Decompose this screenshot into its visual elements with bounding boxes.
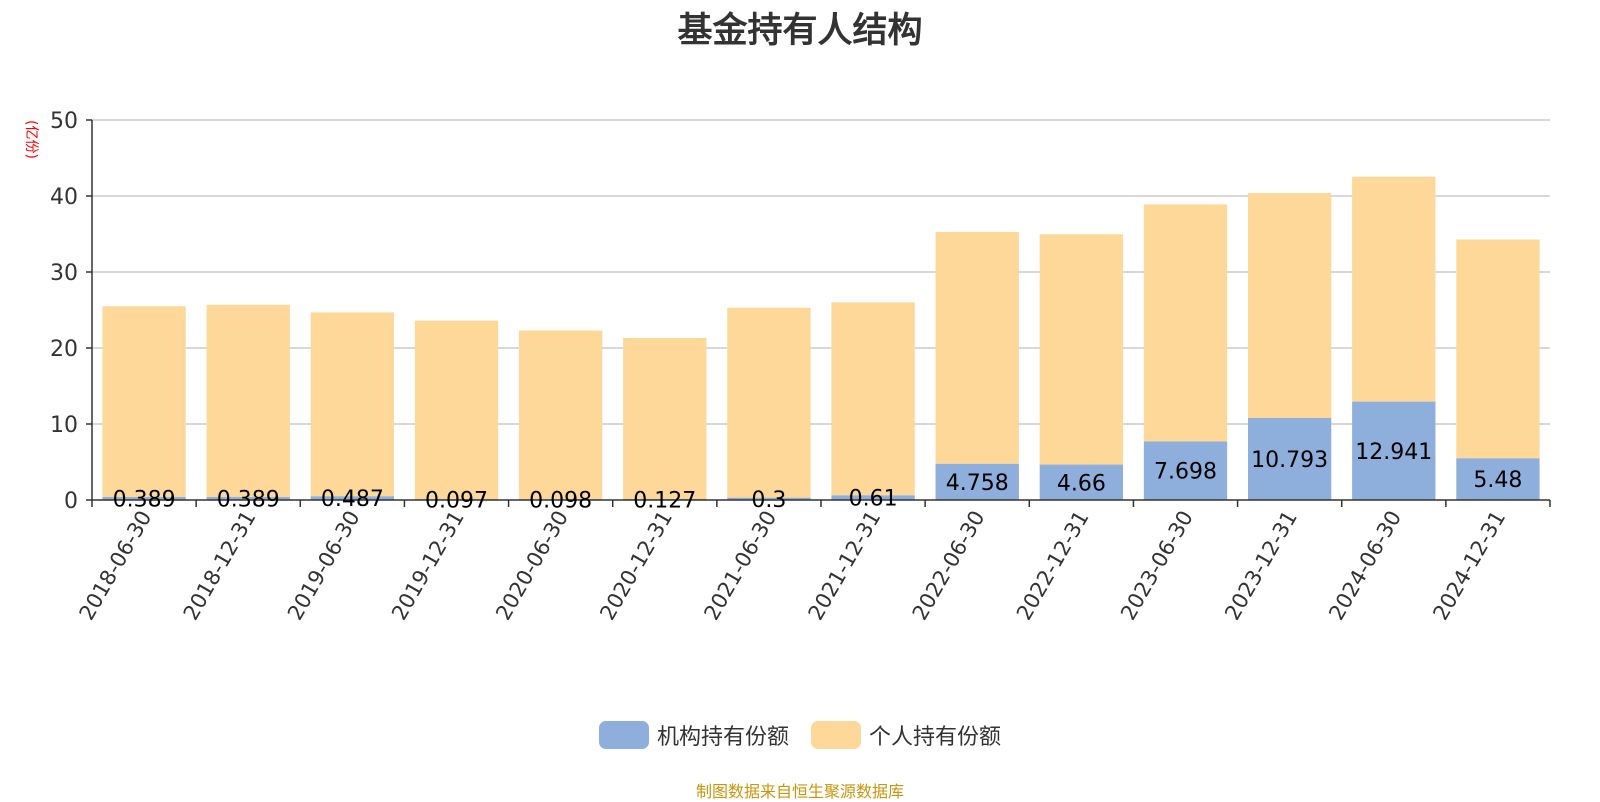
bar-institutional-2022-12-31 [1039, 464, 1124, 500]
bar-institutional-2018-12-31 [206, 497, 290, 500]
legend-swatch-institutional [598, 721, 649, 749]
y-tick-label-2: 20 [50, 337, 78, 362]
y-tick-label-5: 50 [50, 109, 78, 134]
data-label-institutional-2021-12-31: 0.61 [849, 487, 898, 512]
x-tick-label-2023-12-31: 2023-12-31 [1220, 507, 1302, 625]
x-tick-label-2024-06-30: 2024-06-30 [1324, 507, 1406, 625]
data-label-institutional-2024-12-31: 5.48 [1473, 468, 1522, 493]
data-label-institutional-2024-06-30: 12.941 [1355, 440, 1432, 465]
y-tick-label-0: 0 [64, 489, 78, 514]
bar-individual-2018-06-30 [102, 306, 186, 498]
bar-individual-2022-12-31 [1039, 234, 1124, 465]
data-label-institutional-2018-06-30: 0.389 [113, 488, 176, 513]
bar-individual-2023-12-31 [1247, 193, 1332, 418]
x-tick-label-2018-06-30: 2018-06-30 [75, 507, 157, 625]
bar-individual-2024-06-30 [1352, 176, 1436, 402]
bar-institutional-2019-06-30 [310, 496, 395, 500]
legend-swatch-individual [811, 721, 861, 749]
data-label-institutional-2020-06-30: 0.098 [529, 489, 592, 514]
bar-individual-2020-06-30 [518, 330, 603, 500]
data-label-institutional-2022-12-31: 4.66 [1057, 471, 1106, 496]
x-tick-label-2018-12-31: 2018-12-31 [179, 507, 261, 625]
bar-institutional-2024-06-30 [1352, 401, 1436, 500]
chart-plot: 0 10 20 30 40 50 2018-06-30 2018-12-31 2019-06-3… [50, 109, 1551, 625]
bar-institutional-2022-06-30 [935, 463, 1019, 500]
data-label-institutional-2023-12-31: 10.793 [1251, 448, 1328, 473]
bar-individual-2020-12-31 [623, 337, 707, 500]
y-tick-label-1: 10 [50, 413, 78, 438]
data-label-institutional-2018-12-31: 0.389 [217, 488, 280, 513]
chart-title: 基金持有人结构 [677, 11, 923, 51]
data-label-institutional-2021-06-30: 0.3 [751, 488, 786, 513]
bar-individual-2022-06-30 [935, 232, 1019, 464]
bar-institutional-2018-06-30 [102, 497, 186, 500]
y-tick-label-3: 30 [50, 261, 78, 286]
bar-individual-2024-12-31 [1456, 239, 1540, 459]
bar-individual-2023-06-30 [1143, 204, 1228, 442]
x-tick-label-2019-06-30: 2019-06-30 [283, 507, 365, 625]
bar-institutional-2023-12-31 [1247, 417, 1332, 500]
bar-individual-2019-12-31 [414, 320, 499, 500]
data-label-institutional-2020-12-31: 0.127 [633, 489, 696, 514]
legend-label-individual: 个人持有份额 [869, 725, 1002, 750]
x-tick-label-2020-12-31: 2020-12-31 [595, 507, 677, 625]
bar-institutional-2023-06-30 [1143, 441, 1228, 500]
x-tick-label-2023-06-30: 2023-06-30 [1116, 507, 1198, 625]
bar-institutional-2021-06-30 [727, 497, 811, 500]
x-tick-label-2021-12-31: 2021-12-31 [804, 507, 886, 625]
bar-individual-2021-12-31 [831, 302, 915, 496]
bar-institutional-2024-12-31 [1456, 458, 1540, 500]
x-tick-label-2024-12-31: 2024-12-31 [1428, 507, 1510, 625]
x-tick-label-2022-12-31: 2022-12-31 [1012, 507, 1094, 625]
legend-item-individual[interactable]: 个人持有份额 [811, 719, 1001, 751]
source-note: 制图数据来自恒生聚源数据库 [695, 782, 904, 801]
legend-label-institutional: 机构持有份额 [656, 725, 789, 750]
data-label-institutional-2023-06-30: 7.698 [1154, 460, 1217, 485]
data-label-institutional-2022-06-30: 4.758 [946, 471, 1009, 496]
x-tick-label-2020-06-30: 2020-06-30 [491, 507, 573, 625]
bar-institutional-2021-12-31 [831, 495, 915, 500]
legend-item-institutional[interactable]: 机构持有份额 [598, 719, 789, 751]
bar-individual-2021-06-30 [727, 307, 811, 498]
bar-individual-2019-06-30 [310, 312, 395, 497]
x-tick-label-2021-06-30: 2021-06-30 [699, 507, 781, 625]
bar-individual-2018-12-31 [206, 304, 290, 498]
y-axis-unit-label: (亿份) [23, 120, 39, 159]
x-tick-label-2019-12-31: 2019-12-31 [387, 507, 469, 625]
x-tick-label-2022-06-30: 2022-06-30 [908, 507, 990, 625]
data-label-institutional-2019-12-31: 0.097 [425, 489, 488, 514]
y-tick-label-4: 40 [50, 185, 78, 210]
legend: 机构持有份额 个人持有份额 [0, 719, 1600, 751]
data-label-institutional-2019-06-30: 0.487 [321, 487, 384, 512]
